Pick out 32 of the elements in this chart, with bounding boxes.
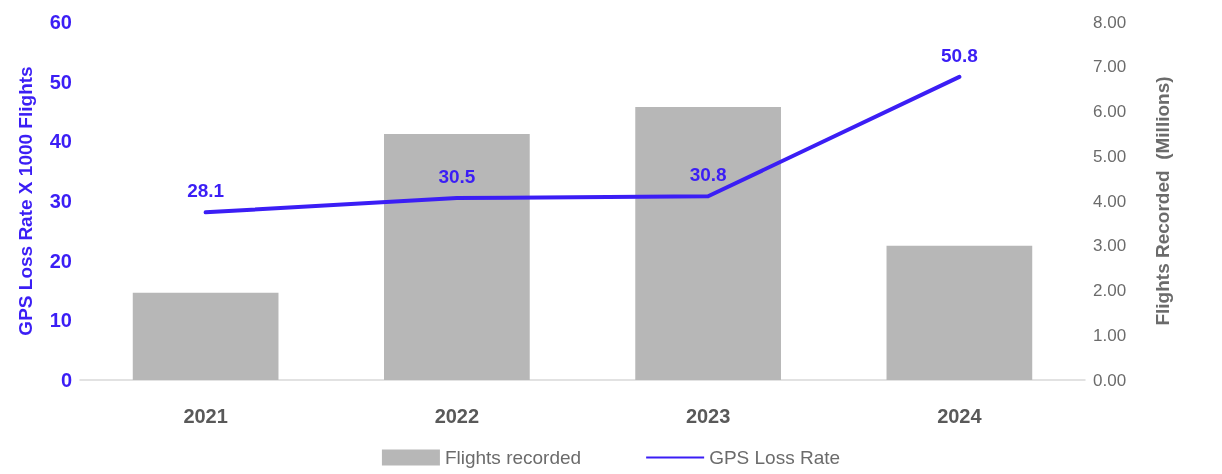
legend-label: Flights recorded bbox=[444, 447, 582, 468]
data-label: 50.8 bbox=[940, 44, 978, 66]
y2-tick-label: 7.00 bbox=[1093, 57, 1127, 77]
y2-tick-label: 3.00 bbox=[1093, 236, 1127, 256]
y2-axis-title: Flights Recorded (Millions) bbox=[1152, 76, 1173, 326]
y-tick-label: 40 bbox=[49, 130, 72, 153]
y2-tick-label: 8.00 bbox=[1093, 12, 1127, 32]
y-tick-label: 60 bbox=[49, 11, 72, 33]
bar bbox=[384, 133, 530, 380]
bar bbox=[635, 107, 781, 380]
y-axis-title: GPS Loss Rate X 1000 Flights bbox=[15, 66, 36, 336]
data-label: 30.5 bbox=[438, 166, 476, 188]
data-label: 30.8 bbox=[689, 164, 727, 186]
y-tick-label: 50 bbox=[49, 70, 72, 93]
y2-tick-label: 2.00 bbox=[1093, 281, 1127, 300]
y2-tick-label: 0.00 bbox=[1093, 370, 1127, 390]
bar bbox=[886, 245, 1033, 380]
y2-tick-label: 1.00 bbox=[1093, 325, 1127, 345]
y2-tick-label: 6.00 bbox=[1093, 102, 1127, 121]
y-tick-label: 20 bbox=[49, 249, 72, 272]
bar bbox=[132, 292, 279, 380]
x-tick-label: 2021 bbox=[183, 405, 228, 427]
y2-tick-label: 4.00 bbox=[1093, 191, 1127, 211]
y-tick-label: 0 bbox=[60, 369, 72, 391]
x-tick-label: 2022 bbox=[434, 405, 480, 427]
x-tick-label: 2024 bbox=[937, 405, 983, 427]
legend-label: GPS Loss Rate bbox=[709, 447, 841, 468]
data-label: 28.1 bbox=[187, 180, 225, 202]
x-tick-label: 2023 bbox=[685, 405, 731, 427]
y-tick-label: 10 bbox=[49, 309, 72, 332]
y-tick-label: 30 bbox=[49, 190, 72, 212]
y2-tick-label: 5.00 bbox=[1093, 146, 1127, 166]
